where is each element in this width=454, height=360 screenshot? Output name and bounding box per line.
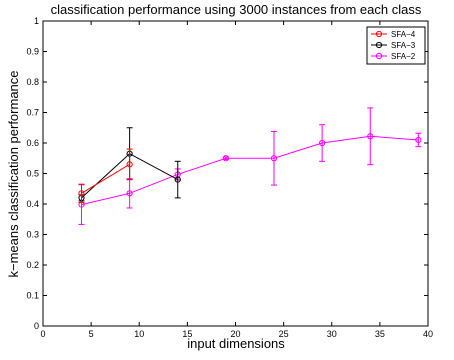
x-tick-label: 35 [375,329,385,339]
y-tick-label: 0.8 [26,77,39,87]
data-point [174,176,181,183]
series-sfa-4 [78,148,133,203]
axis-ticks: 0 5 10 15 20 25 30 35 40 0 0.1 0.2 0.3 0.4 0.5 0.6 0.7 0.… [26,16,433,339]
data-point [78,190,85,197]
legend-label: SFA−3 [391,41,416,50]
x-tick-label: 5 [89,329,94,339]
x-tick-label: 40 [423,329,433,339]
series-layer [78,107,422,225]
series-line [81,163,130,194]
y-tick-label: 0.3 [26,230,39,240]
y-axis-label: k−means classification performance [6,70,21,277]
y-tick-label: 0.6 [26,138,39,148]
data-point [126,190,133,197]
y-tick-label: 0.2 [26,260,39,270]
legend-label: SFA−2 [391,52,416,61]
legend-marker [375,30,383,38]
y-tick-label: 0.1 [26,291,39,301]
data-point [415,136,422,144]
y-tick-label: 0.7 [26,108,39,118]
y-tick-label: 0.9 [26,47,39,57]
data-point [126,161,133,168]
legend: SFA−4 SFA−3 SFA−2 [366,26,426,65]
x-tick-label: 25 [279,329,289,339]
legend-marker [375,52,383,60]
x-tick-label: 15 [182,329,192,339]
x-tick-label: 0 [40,329,45,339]
y-tick-label: 0.5 [26,169,39,179]
data-point [270,155,278,162]
legend-marker [375,41,383,49]
x-tick-label: 30 [327,329,337,339]
x-axis-label: input dimensions [187,336,285,351]
y-tick-label: 1 [34,16,39,26]
data-point [222,155,229,162]
legend-label: SFA−4 [391,30,416,39]
y-tick-label: 0 [34,321,39,331]
chart-title: classification performance using 3000 in… [51,2,422,17]
plot-frame [42,20,429,327]
x-tick-label: 10 [134,329,144,339]
data-point [319,139,326,147]
series-line [81,135,419,206]
x-tick-label: 20 [230,329,240,339]
data-point [367,133,374,140]
y-tick-label: 0.4 [26,199,39,209]
